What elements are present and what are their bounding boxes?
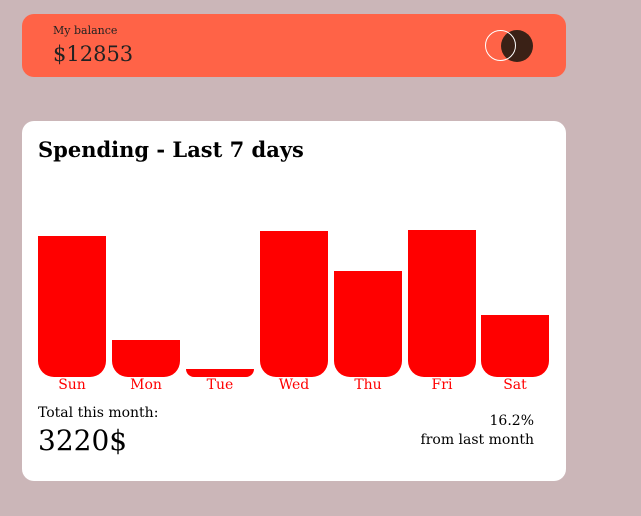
bar-wed[interactable] (260, 231, 328, 377)
spending-title: Spending - Last 7 days (38, 137, 304, 162)
total-amount: 3220$ (38, 424, 128, 457)
bar-thu[interactable] (334, 271, 402, 377)
change-text: from last month (420, 432, 534, 448)
balance-amount: $12853 (53, 42, 134, 66)
balance-card: My balance $12853 (22, 14, 566, 77)
spending-card: Spending - Last 7 days Sun Mon Tue Wed Thu Fr… (22, 121, 566, 481)
bar-label-mon: Mon (130, 377, 162, 393)
card-logo-icon (485, 30, 537, 62)
balance-label: My balance (53, 24, 118, 37)
bar-label-fri: Fri (431, 377, 453, 393)
bar-sun[interactable] (38, 236, 106, 377)
bar-label-wed: Wed (278, 377, 310, 393)
bar-sat[interactable] (481, 315, 549, 377)
bar-label-sun: Sun (58, 377, 86, 393)
bar-label-tue: Tue (206, 377, 234, 393)
bar-label-sat: Sat (503, 377, 527, 393)
bar-mon[interactable] (112, 340, 180, 377)
bar-label-thu: Thu (354, 377, 382, 393)
logo-outline-circle-icon (485, 30, 516, 61)
bar-fri[interactable] (408, 230, 476, 377)
change-percent: 16.2% (489, 413, 534, 429)
total-label: Total this month: (38, 405, 159, 421)
bar-tue[interactable] (186, 369, 254, 377)
